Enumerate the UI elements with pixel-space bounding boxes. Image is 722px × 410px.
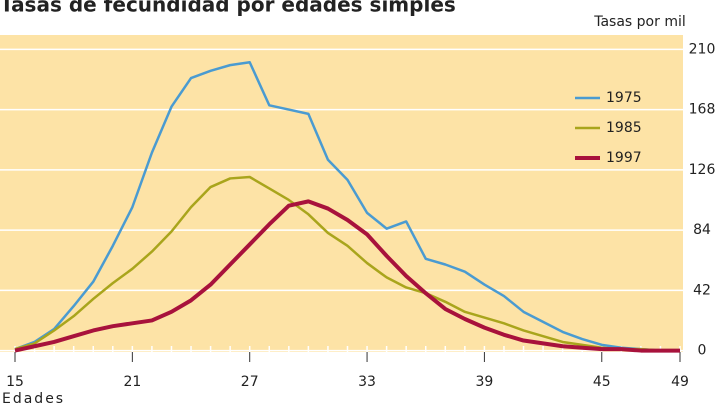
- legend-label: 1985: [606, 120, 642, 136]
- series-line: [14, 61, 680, 352]
- x-tick-label: 33: [358, 374, 376, 390]
- chart-title: Tasas de fecundidad por edades simples: [0, 0, 456, 17]
- x-tick-label: 21: [123, 374, 141, 390]
- plot-background: [0, 35, 683, 352]
- legend-label: 1975: [606, 90, 642, 106]
- x-tick-label: 49: [671, 374, 689, 390]
- x-axis-label: Edades: [2, 391, 65, 407]
- y-tick-label: 0: [698, 343, 707, 359]
- y-tick-label: 210: [689, 41, 716, 57]
- y-tick-label: 126: [689, 162, 716, 178]
- y-tick-label: 84: [693, 222, 711, 238]
- y-axis-label: Tasas por mil: [593, 14, 686, 30]
- x-tick-label: 45: [593, 374, 611, 390]
- legend-label: 1997: [606, 150, 642, 166]
- y-tick-label: 42: [693, 282, 711, 298]
- x-tick-label: 27: [241, 374, 259, 390]
- x-tick-label: 15: [6, 374, 24, 390]
- series-line: [14, 199, 680, 353]
- y-tick-label: 168: [689, 102, 716, 118]
- x-tick-label: 39: [475, 374, 493, 390]
- series-line: [14, 175, 680, 352]
